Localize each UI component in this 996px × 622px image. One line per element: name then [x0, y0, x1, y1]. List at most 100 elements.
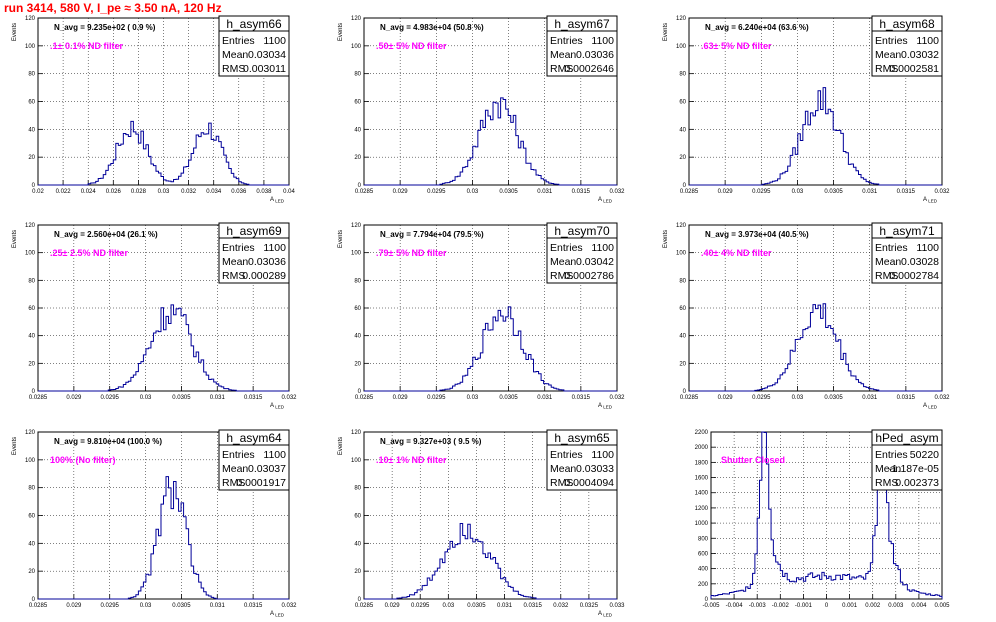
stats-title: h_asym70 — [554, 224, 610, 238]
x-axis-title: A LED — [270, 611, 285, 618]
stats-title: hPed_asym — [875, 431, 938, 445]
x-tick-label: 0.03 — [792, 189, 804, 195]
histogram-bars — [38, 304, 289, 392]
y-tick-label: 1800 — [695, 460, 709, 466]
x-axis-title: A LED — [598, 611, 613, 618]
x-tick-label: 0.0305 — [499, 189, 518, 195]
filter-label: .50± 5% ND filter — [376, 41, 447, 51]
y-tick-label: 40 — [679, 334, 686, 340]
stats-value: 0.03028 — [901, 256, 939, 268]
x-tick-label: 0.032 — [281, 395, 297, 401]
y-tick-label: 20 — [679, 361, 686, 367]
y-tick-label: 20 — [679, 155, 686, 161]
panel-h_asym68: 0.0285 0.029 0.0295 0.03 0.0305 0.031 0.0315 0.… — [663, 15, 950, 204]
x-tick-label: 0.032 — [934, 395, 950, 401]
stats-value: 0.0002646 — [564, 63, 614, 75]
x-tick-label: 0.034 — [206, 189, 222, 195]
x-tick-label: 0.0295 — [411, 603, 430, 609]
stats-value: 1100 — [263, 449, 286, 461]
x-tick-label: 0.0285 — [355, 603, 374, 609]
x-tick-label: 0.0295 — [427, 395, 446, 401]
stats-title: h_asym64 — [226, 431, 282, 445]
y-axis-title: Events — [338, 23, 344, 41]
y-tick-label: 20 — [28, 361, 35, 367]
histogram-bars — [364, 306, 617, 392]
y-tick-label: 80 — [354, 72, 361, 78]
stats-box — [218, 222, 290, 284]
y-tick-label: 1000 — [695, 521, 709, 527]
stats-label: Mean — [222, 49, 248, 61]
y-tick-label: 100 — [351, 458, 362, 464]
histogram-bars — [689, 87, 942, 186]
y-tick-label: 1600 — [695, 476, 709, 482]
x-tick-label: 0.0305 — [824, 395, 843, 401]
x-tick-label: 0.031 — [537, 395, 553, 401]
x-tick-label: 0.0305 — [172, 603, 191, 609]
stats-label: Entries — [875, 449, 908, 461]
x-tick-label: 0.0295 — [427, 189, 446, 195]
stats-title: h_asym66 — [226, 17, 282, 31]
x-tick-label: 0.0285 — [355, 189, 374, 195]
filter-label: .25± 2.5% ND filter — [50, 248, 128, 258]
filter-label: 100% (No filter) — [50, 455, 116, 465]
stats-title: h_asym71 — [879, 224, 935, 238]
stats-box — [546, 15, 618, 77]
stats-value: 1100 — [591, 35, 614, 47]
y-tick-label: 100 — [25, 251, 36, 257]
x-tick-label: 0.026 — [106, 189, 122, 195]
x-tick-label: 0.036 — [231, 189, 247, 195]
y-tick-label: 60 — [679, 100, 686, 106]
panel-h_asym70: 0.0285 0.029 0.0295 0.03 0.0305 0.031 0.0315 0.… — [338, 222, 625, 410]
x-tick-label: 0.029 — [385, 603, 401, 609]
y-tick-label: 120 — [25, 430, 36, 436]
y-tick-label: 20 — [28, 569, 35, 575]
stats-label: Mean — [550, 256, 576, 268]
y-tick-label: 80 — [679, 278, 686, 284]
y-tick-label: 60 — [28, 514, 35, 520]
y-tick-label: 80 — [28, 486, 35, 492]
n-avg-label: N_avg = 9.327e+03 ( 9.5 %) — [380, 437, 482, 446]
x-tick-label: 0.0315 — [523, 603, 542, 609]
stats-label: RMS — [550, 270, 573, 282]
y-tick-label: 60 — [354, 306, 361, 312]
y-axis-title: Events — [12, 23, 18, 41]
x-tick-label: 0.029 — [393, 395, 409, 401]
x-tick-label: -0.001 — [795, 603, 813, 609]
stats-title: h_asym68 — [879, 17, 935, 31]
filter-label: .79± 5% ND filter — [376, 248, 447, 258]
stats-value: 1100 — [263, 35, 286, 47]
y-tick-label: 100 — [676, 44, 687, 50]
x-tick-label: 0.0295 — [752, 189, 771, 195]
y-axis-title: Events — [663, 23, 669, 41]
stats-label: Entries — [875, 242, 908, 254]
stats-label: Entries — [550, 35, 583, 47]
y-tick-label: 120 — [351, 223, 362, 229]
stats-box — [546, 429, 618, 491]
y-tick-label: 80 — [28, 72, 35, 78]
x-tick-label: 0 — [825, 603, 829, 609]
stats-value: 0.03037 — [248, 463, 286, 475]
x-tick-label: 0.0285 — [680, 395, 699, 401]
y-tick-label: 100 — [25, 458, 36, 464]
x-tick-label: 0.0295 — [101, 395, 120, 401]
stats-value: 1100 — [591, 449, 614, 461]
histogram-bars — [689, 303, 942, 392]
y-tick-label: 600 — [698, 551, 709, 557]
y-tick-label: 100 — [25, 44, 36, 50]
stats-value: 0.03036 — [576, 49, 614, 61]
stats-label: Entries — [222, 242, 255, 254]
stats-label: RMS — [550, 477, 573, 489]
filter-label: .1± 0.1% ND filter — [50, 41, 123, 51]
x-tick-label: 0.029 — [66, 603, 82, 609]
x-tick-label: 0.0315 — [572, 189, 591, 195]
stats-label: Mean — [550, 49, 576, 61]
stats-title: h_asym67 — [554, 17, 610, 31]
y-tick-label: 80 — [28, 278, 35, 284]
y-tick-label: 120 — [351, 430, 362, 436]
y-tick-label: 0 — [683, 183, 687, 189]
filter-label: .40± 4% ND filter — [701, 248, 772, 258]
x-tick-label: -0.005 — [702, 603, 720, 609]
x-tick-label: 0.032 — [181, 189, 197, 195]
stats-label: RMS — [222, 63, 245, 75]
filter-label: Shutter Closed — [721, 455, 785, 465]
